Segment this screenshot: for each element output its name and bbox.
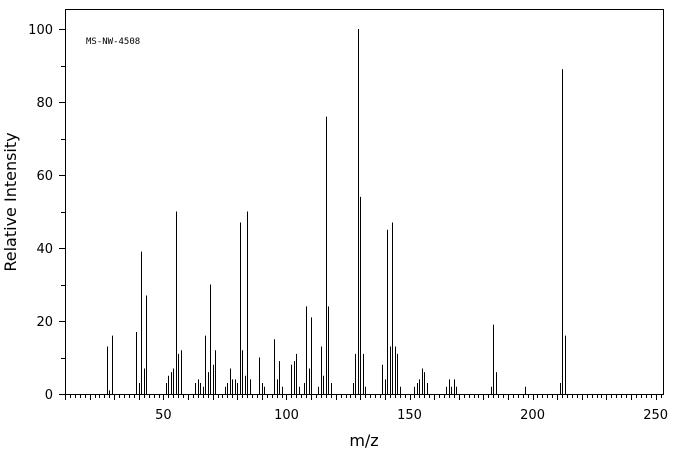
y-tick-label: 80 (36, 96, 53, 111)
spectrum-peaks (107, 29, 566, 394)
x-tick-label: 100 (274, 408, 299, 423)
y-axis-label: Relative Intensity (1, 132, 20, 271)
x-tick-label: 250 (643, 408, 668, 423)
y-tick-label: 100 (28, 23, 53, 38)
chart-annotation: MS-NW-4508 (86, 37, 140, 47)
plot-frame (65, 9, 664, 395)
x-tick-labels: 50 100 150 200 250 (155, 408, 668, 423)
x-tick-label: 200 (520, 408, 545, 423)
y-tick-labels: 0 20 40 60 80 100 (28, 23, 53, 403)
y-tick-label: 0 (45, 388, 53, 403)
x-minor-ticks (65, 394, 662, 400)
x-tick-label: 150 (397, 408, 422, 423)
x-axis-label: m/z (349, 431, 378, 450)
y-tick-label: 60 (36, 169, 53, 184)
x-tick-label: 50 (155, 408, 172, 423)
y-tick-label: 20 (36, 315, 53, 330)
y-tick-label: 40 (36, 242, 53, 257)
y-axis-ticks (59, 29, 65, 395)
